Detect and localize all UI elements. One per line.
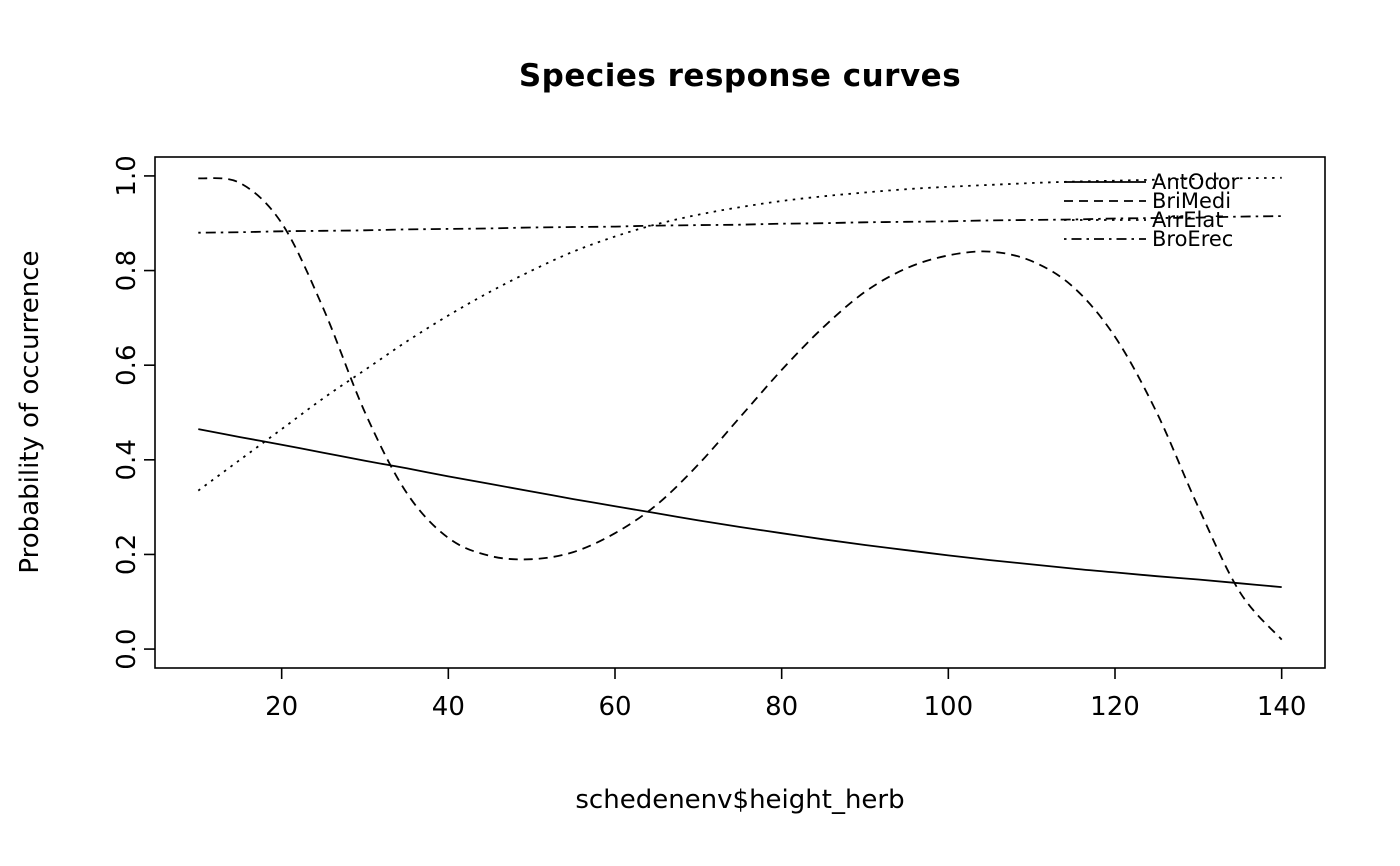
series-line-BroErec (198, 215, 1282, 234)
series-line-AntOdor (198, 428, 1282, 588)
x-tick-label: 140 (1257, 692, 1307, 722)
x-tick-label: 40 (432, 692, 465, 722)
chart-title: Species response curves (518, 58, 962, 94)
y-tick-label: 0.6 (112, 345, 142, 386)
x-tick-label: 120 (1090, 692, 1140, 722)
legend-item: AntOdor (1064, 170, 1240, 194)
y-tick-label: 0.2 (112, 534, 142, 575)
legend-label: BroErec (1152, 227, 1233, 251)
y-tick-label: 0.4 (112, 439, 142, 480)
plot-frame (154, 156, 1326, 669)
legend-label: BriMedi (1152, 189, 1231, 213)
legend-label: AntOdor (1152, 170, 1240, 194)
legend-label: ArrElat (1152, 208, 1223, 232)
legend-item: BriMedi (1064, 189, 1231, 213)
y-tick-label: 0.0 (112, 628, 142, 669)
legend-item: BroErec (1064, 227, 1233, 251)
x-tick-label: 100 (924, 692, 974, 722)
legend-item: ArrElat (1064, 208, 1223, 232)
x-tick-label: 60 (598, 692, 631, 722)
y-tick-label: 0.8 (112, 250, 142, 291)
x-axis-label: schedenenv$height_herb (575, 785, 905, 815)
y-tick-label: 1.0 (112, 155, 142, 196)
x-tick-label: 80 (765, 692, 798, 722)
series-line-BriMedi (198, 177, 1283, 641)
x-tick-label: 20 (265, 692, 298, 722)
